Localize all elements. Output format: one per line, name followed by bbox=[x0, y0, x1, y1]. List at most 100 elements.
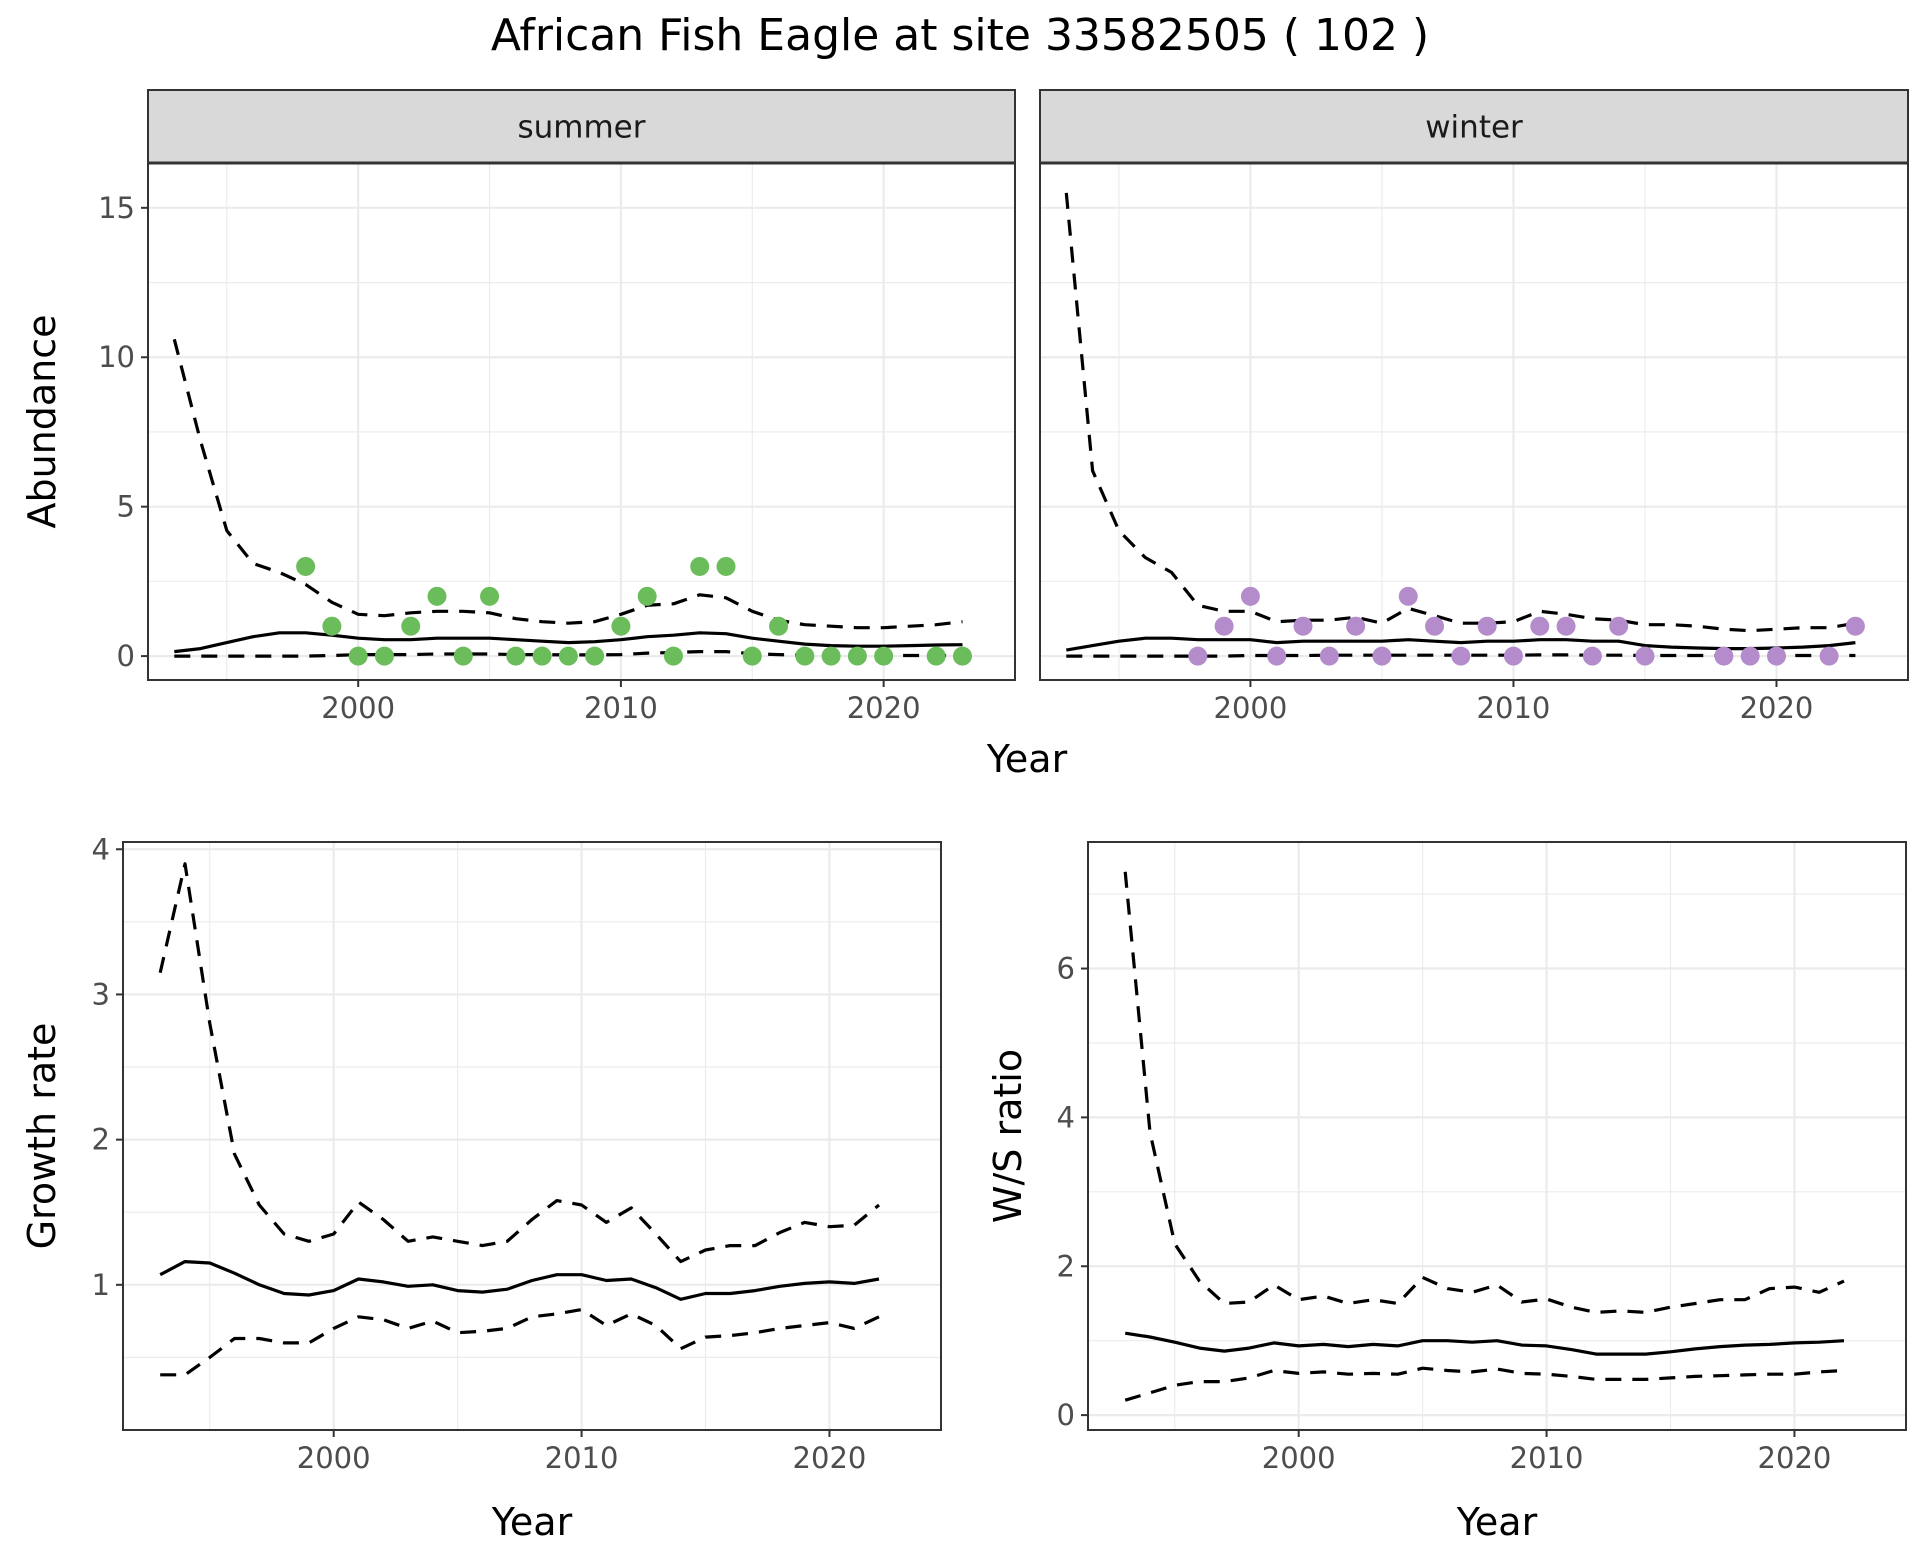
panel-background bbox=[1088, 842, 1906, 1430]
data-point bbox=[1503, 646, 1523, 666]
estimate-line bbox=[1124, 1331, 1845, 1356]
x-tick-label: 2000 bbox=[297, 1441, 371, 1475]
abundance-winter-panel: winter 2000 2010 2020 bbox=[1039, 89, 1909, 725]
panel-border bbox=[122, 841, 942, 1431]
estimate-line bbox=[159, 1260, 880, 1301]
x-tick-label: 2000 bbox=[321, 691, 395, 725]
x-tick-label: 2020 bbox=[1758, 1441, 1832, 1475]
x-axis-title: Year bbox=[491, 1500, 573, 1544]
y-tick-label: 0 bbox=[1057, 1398, 1075, 1432]
x-axis-title: Year bbox=[986, 737, 1068, 781]
data-point bbox=[1766, 646, 1786, 666]
data-point bbox=[453, 646, 473, 666]
data-point bbox=[1845, 616, 1865, 636]
y-tick-label: 3 bbox=[92, 977, 110, 1011]
confidence-bound-line bbox=[160, 1307, 880, 1377]
y-axis-title: Growth rate bbox=[20, 1023, 64, 1250]
panel-background bbox=[1040, 163, 1908, 680]
data-point bbox=[1530, 616, 1550, 636]
data-point bbox=[663, 646, 683, 666]
data-point bbox=[742, 646, 762, 666]
facet-strip-label: summer bbox=[517, 110, 645, 146]
x-tick-label: 2000 bbox=[1262, 1441, 1336, 1475]
data-point bbox=[1319, 646, 1339, 666]
facet-strip bbox=[147, 89, 1016, 164]
panel-background bbox=[123, 842, 941, 1430]
y-axis-title: W/S ratio bbox=[986, 1049, 1030, 1223]
data-point bbox=[1214, 616, 1234, 636]
y-tick-label: 1 bbox=[92, 1268, 110, 1302]
data-point bbox=[1609, 616, 1629, 636]
series-group bbox=[158, 862, 881, 1377]
panel-background bbox=[148, 163, 1015, 680]
data-point bbox=[716, 556, 736, 576]
x-tick-label: 2010 bbox=[584, 691, 658, 725]
y-tick-label: 2 bbox=[1057, 1249, 1075, 1283]
y-tick-label: 5 bbox=[117, 490, 135, 524]
data-point bbox=[769, 616, 789, 636]
data-point bbox=[795, 646, 815, 666]
data-point bbox=[1240, 586, 1260, 606]
series-group bbox=[172, 338, 972, 666]
data-point bbox=[1740, 646, 1760, 666]
facet-strip-label: winter bbox=[1425, 110, 1523, 146]
confidence-bound-line bbox=[1123, 871, 1845, 1314]
y-tick-label: 0 bbox=[117, 639, 135, 673]
series-group bbox=[1064, 192, 1865, 666]
data-point bbox=[1267, 646, 1287, 666]
y-tick-label: 4 bbox=[1057, 1100, 1075, 1134]
facet-strip bbox=[1039, 89, 1909, 164]
x-tick-label: 2010 bbox=[1477, 691, 1551, 725]
data-point bbox=[585, 646, 605, 666]
growth-rate-panel: 2000 2010 2020 1 2 3 4 Year Growth rate bbox=[20, 832, 942, 1544]
data-point bbox=[1188, 646, 1208, 666]
data-point bbox=[611, 616, 631, 636]
x-tick-label: 2020 bbox=[847, 691, 921, 725]
x-tick-label: 2020 bbox=[1740, 691, 1814, 725]
data-point bbox=[821, 646, 841, 666]
data-point bbox=[874, 646, 894, 666]
data-point bbox=[1556, 616, 1576, 636]
data-point bbox=[1714, 646, 1734, 666]
data-point bbox=[322, 616, 342, 636]
abundance-summer-panel: summer 2000 2010 2020 0 5 10 15 Year Abundance bbox=[20, 89, 1068, 781]
data-point bbox=[1425, 616, 1445, 636]
y-tick-label: 2 bbox=[92, 1123, 110, 1157]
y-tick-label: 4 bbox=[92, 832, 110, 866]
figure-title: African Fish Eagle at site 33582505 ( 10… bbox=[491, 10, 1429, 61]
data-point bbox=[506, 646, 526, 666]
data-point bbox=[1451, 646, 1471, 666]
data-point bbox=[847, 646, 867, 666]
x-tick-label: 2010 bbox=[1510, 1441, 1584, 1475]
data-point bbox=[1293, 616, 1313, 636]
x-tick-label: 2010 bbox=[545, 1441, 619, 1475]
x-axis-title: Year bbox=[1456, 1500, 1538, 1544]
y-tick-label: 10 bbox=[98, 340, 135, 374]
data-point bbox=[952, 646, 972, 666]
confidence-bound-line bbox=[1124, 1366, 1845, 1402]
y-tick-label: 15 bbox=[98, 191, 135, 225]
data-point bbox=[296, 556, 316, 576]
data-point bbox=[401, 616, 421, 636]
data-point bbox=[532, 646, 552, 666]
data-point bbox=[1635, 646, 1655, 666]
x-tick-label: 2020 bbox=[793, 1441, 867, 1475]
x-tick-label: 2000 bbox=[1214, 691, 1288, 725]
series-group bbox=[1123, 871, 1845, 1402]
data-point bbox=[1346, 616, 1366, 636]
data-point bbox=[1477, 616, 1497, 636]
data-point bbox=[1582, 646, 1602, 666]
data-point bbox=[558, 646, 578, 666]
data-point bbox=[348, 646, 368, 666]
y-axis-title: Abundance bbox=[20, 314, 64, 528]
estimate-line bbox=[174, 631, 963, 654]
data-point bbox=[1398, 586, 1418, 606]
data-point bbox=[637, 586, 657, 606]
data-point bbox=[427, 586, 447, 606]
panel-border bbox=[1087, 841, 1907, 1431]
data-point bbox=[480, 586, 500, 606]
confidence-bound-line bbox=[172, 338, 963, 630]
confidence-bound-line bbox=[158, 862, 881, 1264]
